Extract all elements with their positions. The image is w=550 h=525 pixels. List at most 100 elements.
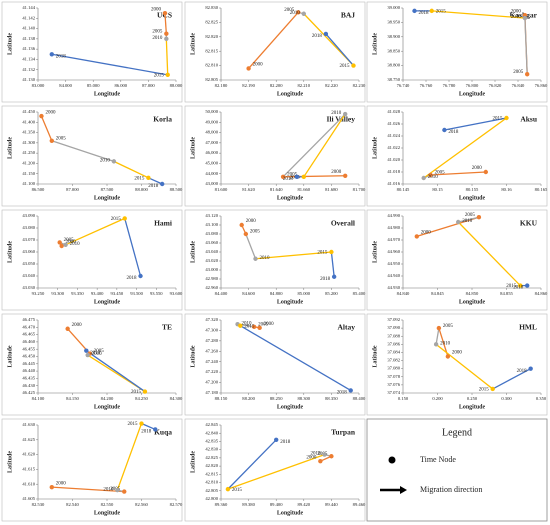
y-tick-label: 37.086 xyxy=(387,341,400,346)
node-label: 2018 xyxy=(280,440,291,445)
node-label: 2018 xyxy=(513,286,524,291)
x-tick-label: 76.800 xyxy=(466,83,479,88)
x-tick-label: 76.780 xyxy=(443,83,456,88)
x-axis-label: Longitude xyxy=(277,299,304,305)
x-tick-label: 88.250 xyxy=(270,396,283,401)
panel-title: Turpan xyxy=(331,428,356,437)
y-tick-label: 46.475 xyxy=(22,317,35,322)
node-label: 2018 xyxy=(337,391,348,396)
migration-segment xyxy=(423,117,507,179)
y-tick-label: 46.470 xyxy=(22,324,35,329)
y-tick-label: 37.078 xyxy=(387,374,400,379)
y-tick-label: 42.815 xyxy=(205,471,218,476)
x-tick-label: 0.200 xyxy=(432,396,443,401)
y-axis-label: Latitude xyxy=(372,137,378,159)
y-tick-label: 37.074 xyxy=(387,390,400,395)
panel-border xyxy=(366,313,548,416)
x-tick-label: 93.500 xyxy=(130,291,143,296)
y-tick-label: 41.138 xyxy=(22,36,35,41)
x-tick-label: 88.500 xyxy=(170,187,183,192)
y-axis-label: Latitude xyxy=(372,241,378,263)
time-node xyxy=(343,173,348,178)
migration-segment xyxy=(325,33,354,67)
time-node xyxy=(257,325,262,331)
migration-segment xyxy=(227,453,325,490)
time-node xyxy=(331,274,337,279)
x-tick-label: 84.800 xyxy=(270,291,283,296)
migration-segment xyxy=(524,18,528,75)
x-tick-label: 84.200 xyxy=(101,396,114,401)
y-tick-label: 46.430 xyxy=(22,383,35,388)
x-tick-label: 89.380 xyxy=(242,502,255,507)
x-tick-label: 85.000 xyxy=(87,83,100,88)
time-node xyxy=(59,243,64,249)
node-label: 2010 xyxy=(331,111,342,116)
migration-segment xyxy=(116,423,143,491)
x-tick-label: 82.220 xyxy=(325,83,338,88)
time-node xyxy=(322,452,327,457)
time-node xyxy=(122,489,127,494)
x-tick-label: 93.250 xyxy=(32,291,45,296)
y-tick-label: 44.940 xyxy=(387,273,400,278)
migration-segment xyxy=(458,216,480,223)
node-label: 2000 xyxy=(452,351,463,356)
y-tick-label: 47.180 xyxy=(205,390,218,395)
y-tick-label: 47.200 xyxy=(205,380,218,385)
panel-border xyxy=(184,209,366,311)
x-tick-label: 82.570 xyxy=(170,502,183,507)
y-axis-label: Latitude xyxy=(7,33,13,55)
time-node xyxy=(412,8,417,14)
node-label: 2015 xyxy=(131,390,142,395)
y-tick-label: 48,000 xyxy=(205,130,218,136)
node-label: 2018 xyxy=(148,184,159,189)
y-tick-label: 42.840 xyxy=(205,430,218,435)
node-label: 2018 xyxy=(419,11,430,16)
time-node xyxy=(483,169,488,175)
y-tick-label: 82.820 xyxy=(205,34,218,39)
y-tick-label: 46.450 xyxy=(22,354,35,359)
x-axis-label: Longitude xyxy=(94,510,121,516)
y-tick-label: 41.026 xyxy=(387,121,400,126)
x-axis-label: Longitude xyxy=(94,404,121,410)
migration-segment xyxy=(492,368,531,390)
node-label: 2018 xyxy=(312,34,323,39)
time-node xyxy=(436,325,442,331)
x-tick-label: 85.200 xyxy=(325,291,338,296)
y-tick-label: 47.320 xyxy=(205,317,218,322)
y-tick-label: 41.250 xyxy=(22,150,35,155)
migration-segment xyxy=(40,115,53,142)
time-node xyxy=(301,174,306,179)
panel: 82.180 82.190 82.200 82.210 82.220 82.230 82.8… xyxy=(184,1,366,103)
x-tick-label: 93.350 xyxy=(71,291,84,296)
time-node xyxy=(243,231,249,237)
y-tick-label: 38.750 xyxy=(387,77,400,82)
x-axis-label: Longitude xyxy=(94,91,121,97)
y-tick-label: 41.028 xyxy=(387,109,400,114)
y-tick-label: 41.150 xyxy=(22,171,35,176)
x-tick-label: 85.000 xyxy=(297,291,310,296)
y-tick-label: 42.820 xyxy=(205,463,218,468)
x-tick-label: 81.640 xyxy=(270,187,283,192)
time-node xyxy=(49,484,54,490)
x-tick-label: 84.840 xyxy=(397,291,410,296)
x-axis-label: Longitude xyxy=(277,195,304,201)
panel: 83.000 84.000 85.000 86.000 87.000 88.000 41.1… xyxy=(1,1,183,103)
migration-segment xyxy=(51,486,125,493)
y-tick-label: 43.060 xyxy=(22,249,35,254)
x-tick-label: 81.620 xyxy=(242,187,255,192)
x-tick-label: 80.155 xyxy=(466,187,479,192)
y-tick-label: 42.980 xyxy=(205,276,218,281)
panel-border xyxy=(366,209,548,311)
node-label: 2018 xyxy=(90,351,101,356)
y-tick-label: 41.350 xyxy=(22,130,35,135)
y-axis-label: Latitude xyxy=(190,33,196,55)
y-tick-label: 82.810 xyxy=(205,63,218,68)
x-axis-label: Longitude xyxy=(459,195,486,201)
panel: 82.530 82.540 82.550 82.560 82.570 41.605 41.6… xyxy=(1,418,183,522)
x-tick-label: 81.700 xyxy=(353,187,366,192)
y-tick-label: 43.050 xyxy=(22,261,35,266)
x-tick-label: 86.500 xyxy=(32,187,45,192)
y-tick-label: 44.980 xyxy=(387,225,400,230)
x-tick-label: 80.16 xyxy=(501,187,512,192)
migration-segment xyxy=(283,175,346,178)
